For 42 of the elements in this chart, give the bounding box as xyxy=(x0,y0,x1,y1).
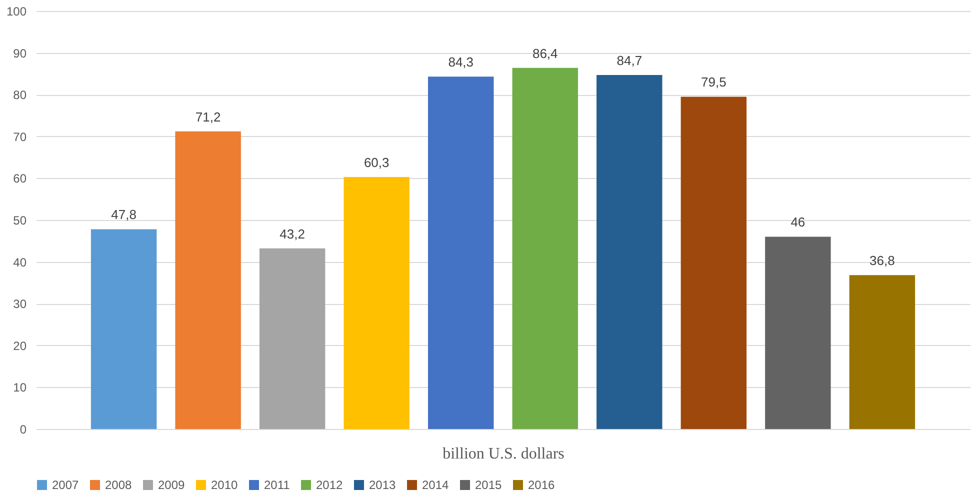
bar xyxy=(428,76,494,429)
bar xyxy=(344,176,410,429)
y-tick-label: 50 xyxy=(13,214,27,228)
y-tick-label: 90 xyxy=(13,46,27,60)
y-tick-label: 0 xyxy=(20,422,27,436)
legend-label: 2015 xyxy=(475,478,502,492)
y-tick-label: 60 xyxy=(13,172,27,186)
legend-label: 2016 xyxy=(528,478,556,492)
bar xyxy=(175,131,241,429)
bar xyxy=(680,96,747,429)
x-axis-title: billion U.S. dollars xyxy=(442,446,564,462)
data-label: 84,3 xyxy=(448,54,474,70)
legend-label: 2011 xyxy=(264,478,290,492)
bar xyxy=(765,236,831,429)
data-label: 79,5 xyxy=(701,74,726,90)
y-tick-label: 20 xyxy=(13,338,27,353)
bar xyxy=(259,248,326,429)
data-label: 43,2 xyxy=(280,226,305,242)
data-label: 86,4 xyxy=(532,46,558,61)
data-label: 46 xyxy=(790,214,806,230)
legend-label: 2008 xyxy=(105,478,132,492)
bar xyxy=(90,229,157,429)
data-label: 60,3 xyxy=(364,154,390,170)
legend-label: 2010 xyxy=(211,478,238,492)
data-label: 84,7 xyxy=(616,52,642,68)
y-tick-label: 40 xyxy=(13,255,27,270)
legend-label: 2013 xyxy=(369,478,396,492)
y-tick-label: 70 xyxy=(13,130,27,144)
y-tick-label: 10 xyxy=(13,380,27,395)
y-tick-label: 30 xyxy=(13,297,27,312)
data-label: 47,8 xyxy=(111,207,136,222)
bar xyxy=(596,74,662,429)
legend-label: 2012 xyxy=(316,478,344,492)
y-tick-label: 100 xyxy=(6,4,27,18)
bar xyxy=(849,275,916,429)
data-label: 36,8 xyxy=(870,253,895,268)
data-label: 71,2 xyxy=(195,109,221,124)
legend-label: 2014 xyxy=(422,478,450,492)
legend-label: 2009 xyxy=(158,478,186,492)
y-tick-label: 80 xyxy=(13,88,27,102)
bar xyxy=(512,68,578,429)
legend-label: 2007 xyxy=(52,478,80,492)
